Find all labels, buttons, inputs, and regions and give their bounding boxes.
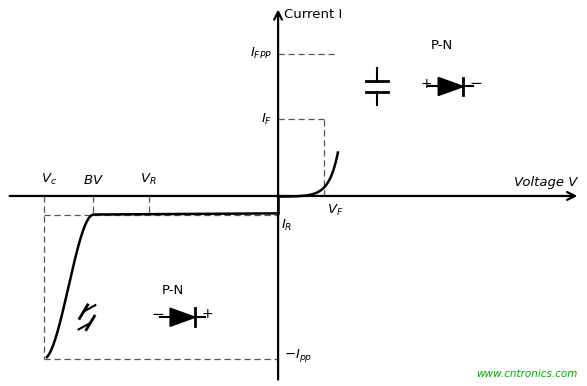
Text: $I_R$: $I_R$ — [281, 218, 293, 233]
Text: $I_{FPP}$: $I_{FPP}$ — [249, 46, 272, 61]
Text: $V_c$: $V_c$ — [41, 172, 57, 187]
Text: $BV$: $BV$ — [83, 174, 104, 187]
Text: −: − — [469, 76, 482, 91]
Text: −: − — [151, 307, 164, 322]
Text: P-N: P-N — [162, 284, 184, 297]
Text: +: + — [201, 307, 213, 321]
Text: P-N: P-N — [430, 39, 453, 52]
Text: $V_R$: $V_R$ — [140, 172, 157, 187]
Text: Voltage V: Voltage V — [514, 176, 577, 189]
Text: +: + — [420, 76, 432, 91]
Text: $I_F$: $I_F$ — [261, 112, 272, 127]
Text: $- I_{pp}$: $- I_{pp}$ — [284, 347, 313, 364]
Polygon shape — [438, 78, 463, 95]
Text: $V_F$: $V_F$ — [328, 203, 344, 218]
Text: www.cntronics.com: www.cntronics.com — [475, 369, 577, 379]
Polygon shape — [170, 308, 195, 326]
Text: Current I: Current I — [284, 8, 342, 21]
